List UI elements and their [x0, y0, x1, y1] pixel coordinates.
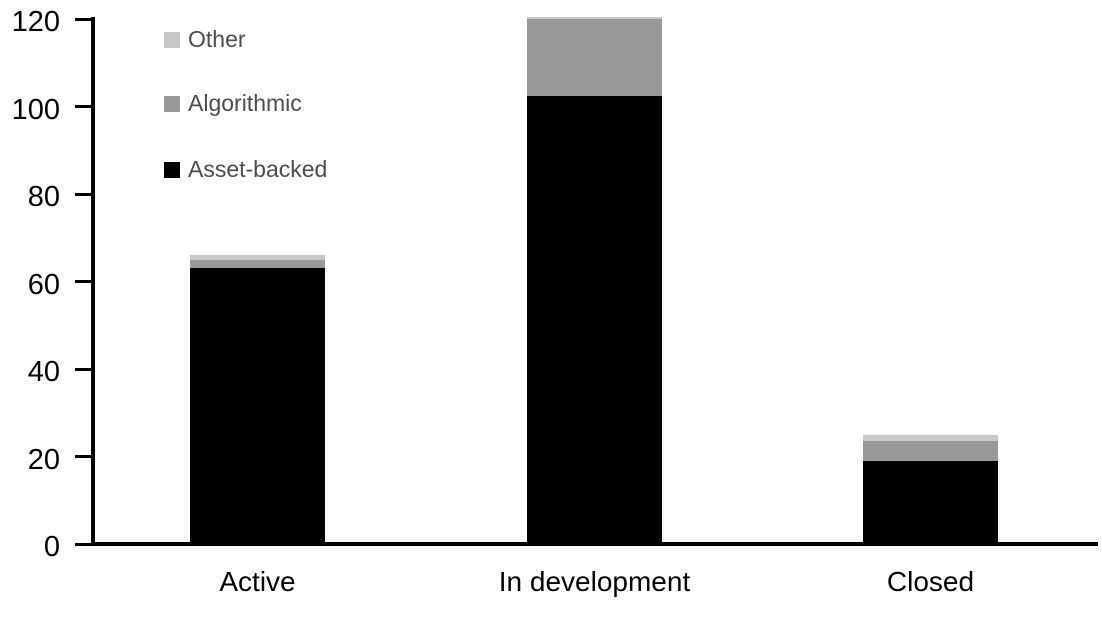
y-tick-mark	[75, 280, 91, 283]
x-category-label: In development	[498, 566, 691, 597]
bar-segment-other	[527, 16, 662, 19]
y-tick-label: 80	[27, 181, 60, 213]
y-tick-mark	[75, 192, 91, 196]
y-tick-mark	[75, 105, 91, 108]
bar-in-development	[527, 16, 662, 544]
y-tick-label: 20	[27, 443, 60, 476]
legend-swatch-icon	[164, 31, 180, 48]
y-tick-label: 40	[27, 356, 60, 388]
y-tick-mark	[75, 542, 91, 546]
legend-label: Algorithmic	[188, 90, 302, 116]
legend-item-other: Other	[164, 26, 246, 53]
legend-swatch-icon	[164, 95, 180, 112]
bar-segment-algorithmic	[527, 19, 662, 96]
x-category-label: Active	[219, 566, 296, 597]
legend-item-algorithmic: Algorithmic	[164, 90, 302, 117]
legend-label: Other	[188, 26, 246, 52]
bar-segment-other	[190, 255, 325, 260]
bar-closed	[863, 434, 998, 544]
bar-segment-asset-backed	[527, 95, 662, 544]
legend-swatch-icon	[164, 161, 180, 178]
y-tick-label: 120	[11, 6, 60, 38]
bar-segment-other	[863, 434, 998, 442]
x-axis-line	[91, 542, 1098, 546]
bar-segment-asset-backed	[190, 268, 325, 544]
y-tick-label: 0	[43, 531, 60, 563]
y-tick-label: 60	[27, 268, 60, 301]
y-tick-label: 100	[11, 93, 60, 126]
y-tick-mark	[75, 455, 91, 458]
bar-segment-asset-backed	[863, 460, 998, 544]
y-axis-line	[91, 17, 95, 546]
bar-segment-algorithmic	[190, 259, 325, 269]
bar-segment-algorithmic	[863, 441, 998, 461]
legend-item-asset-backed: Asset-backed	[164, 156, 327, 183]
y-tick-mark	[75, 367, 91, 371]
y-tick-mark	[75, 17, 91, 21]
legend-label: Asset-backed	[188, 156, 328, 182]
x-category-label: Closed	[886, 566, 975, 597]
bar-active	[190, 255, 325, 544]
